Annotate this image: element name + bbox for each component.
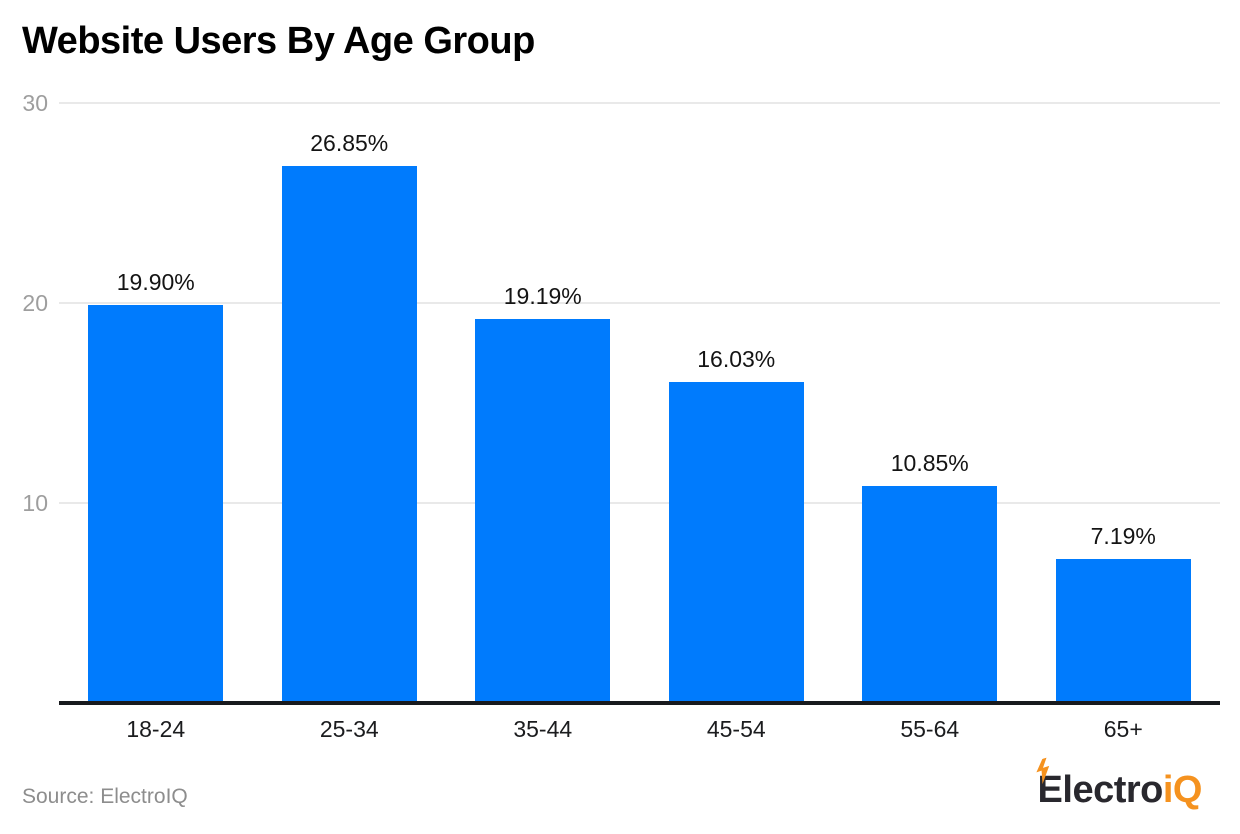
x-axis-line [59, 701, 1220, 705]
bar-35-44 [475, 319, 611, 703]
bar-45-54 [668, 382, 804, 703]
plot-area: 10 20 30 19.90% 18-24 26.85% 25-34 19.19% 35-44 1… [22, 90, 1220, 742]
bar-18-24 [88, 305, 224, 703]
x-tick-label: 55-64 [900, 716, 960, 742]
chart-title: Website Users By Age Group [22, 20, 535, 62]
bar-value-label: 19.19% [503, 283, 582, 310]
source-label: Source: ElectroIQ [22, 785, 188, 808]
x-tick-label: 65+ [1103, 716, 1143, 742]
bar-25-34 [281, 166, 417, 703]
gridline [59, 102, 1220, 104]
x-tick-label: 45-54 [706, 716, 766, 742]
logo-text-accent: iQ [1162, 769, 1203, 811]
y-tick-label: 30 [22, 90, 48, 116]
y-tick-label: 10 [22, 490, 48, 516]
bar-value-label: 7.19% [1090, 523, 1156, 550]
electroiq-logo: ElectroiQ [1035, 757, 1203, 811]
x-tick-label: 35-44 [513, 716, 573, 742]
logo-text-dark: Electro [1037, 769, 1164, 811]
y-tick-label: 20 [22, 290, 48, 316]
gridline [59, 302, 1220, 304]
bar-65+ [1055, 559, 1191, 703]
gridline [59, 502, 1220, 504]
bar-55-64 [862, 486, 998, 703]
x-tick-label: 18-24 [126, 716, 186, 742]
lightning-bolt-icon [1035, 757, 1049, 785]
bar-value-label: 10.85% [890, 450, 969, 476]
bar-value-label: 26.85% [310, 130, 389, 156]
bar-value-label: 19.90% [116, 269, 195, 295]
bar-value-label: 16.03% [697, 346, 776, 373]
x-tick-label: 25-34 [319, 716, 379, 742]
